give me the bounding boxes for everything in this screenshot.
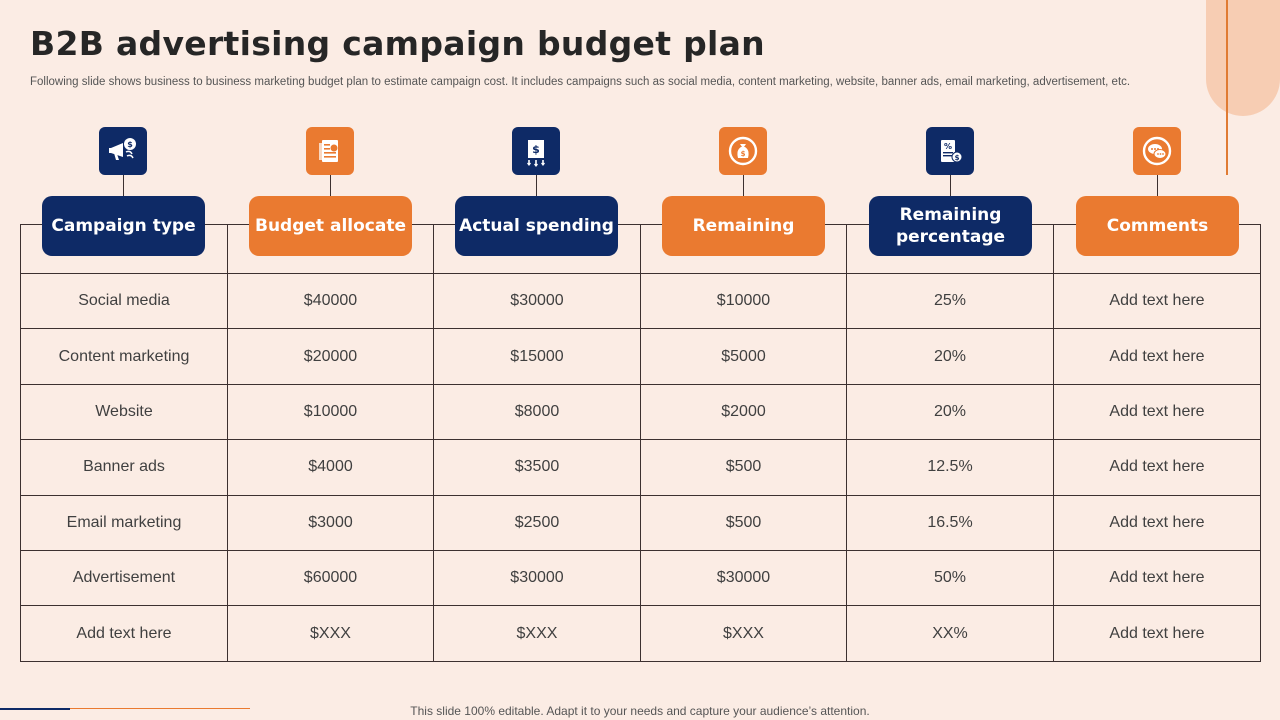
column-header-remaining: $ Remaining [662,124,825,256]
table-cell[interactable]: Add text here [20,605,228,662]
column-label: Campaign type [42,196,205,256]
column-header-remaining-percentage: % $ Remaining percentage [869,124,1032,256]
table-cell: 12.5% [846,439,1054,496]
table-cell: 16.5% [846,494,1054,551]
table-cell: $8000 [433,383,641,441]
table-cell: $30000 [433,272,641,330]
table-cell: Website [20,383,228,441]
svg-text:$: $ [532,143,540,156]
budget-document-icon [306,127,354,175]
table-cell: 20% [846,383,1054,441]
column-label: Remaining [662,196,825,256]
slide-title: B2B advertising campaign budget plan [30,24,765,63]
table-cell: $10000 [227,383,434,441]
table-cell: $5000 [640,328,847,385]
chat-bubble-icon [1133,127,1181,175]
table-cell[interactable]: $XXX [640,605,847,662]
svg-text:$: $ [741,150,746,158]
table-cell: $500 [640,494,847,551]
column-label: Comments [1076,196,1239,256]
percentage-receipt-icon: % $ [926,127,974,175]
svg-text:$: $ [955,154,960,162]
table-cell[interactable]: Add text here [1053,328,1261,385]
column-label: Actual spending [455,196,618,256]
table-cell: $4000 [227,439,434,496]
svg-text:%: % [944,142,952,151]
slide-subtitle: Following slide shows business to busine… [30,76,1131,88]
megaphone-dollar-icon: $ [99,127,147,175]
table-row: Content marketing $20000 $15000 $5000 20… [20,328,1261,385]
table-cell: Content marketing [20,328,228,385]
table-cell: $30000 [640,549,847,607]
footer-accent-line [70,708,250,709]
table-row: Social media $40000 $30000 $10000 25% Ad… [20,272,1261,330]
table-row: Email marketing $3000 $2500 $500 16.5% A… [20,494,1261,551]
table-cell[interactable]: $XXX [433,605,641,662]
table-row: Add text here $XXX $XXX $XXX XX% Add tex… [20,605,1261,662]
table-cell: 50% [846,549,1054,607]
table-cell: $40000 [227,272,434,330]
table-row: Banner ads $4000 $3500 $500 12.5% Add te… [20,439,1261,496]
table-cell: Banner ads [20,439,228,496]
column-label: Budget allocate [249,196,412,256]
table-row: Website $10000 $8000 $2000 20% Add text … [20,383,1261,441]
column-header-campaign-type: $ Campaign type [42,124,205,256]
decorative-pill-shape [1206,0,1280,116]
table-cell[interactable]: $XXX [227,605,434,662]
table-cell: $20000 [227,328,434,385]
table-cell: $3000 [227,494,434,551]
column-header-actual-spending: $ Actual spending [455,124,618,256]
svg-text:$: $ [127,140,133,149]
table-cell: Social media [20,272,228,330]
footer-accent-line [0,708,70,710]
decorative-vertical-line [1226,0,1228,175]
table-cell: $2000 [640,383,847,441]
table-cell: $30000 [433,549,641,607]
money-bag-icon: $ [719,127,767,175]
table-cell: 20% [846,328,1054,385]
table-cell: $15000 [433,328,641,385]
table-cell: $2500 [433,494,641,551]
table-cell: Email marketing [20,494,228,551]
table-cell[interactable]: Add text here [1053,494,1261,551]
table-cell[interactable]: Add text here [1053,549,1261,607]
table-row: Advertisement $60000 $30000 $30000 50% A… [20,549,1261,607]
column-header-budget-allocate: Budget allocate [249,124,412,256]
table-cell[interactable]: Add text here [1053,439,1261,496]
table-cell: $10000 [640,272,847,330]
table-cell[interactable]: Add text here [1053,605,1261,662]
table-cell[interactable]: Add text here [1053,383,1261,441]
table-header-spacer-row [20,224,1261,274]
table-cell[interactable]: XX% [846,605,1054,662]
table-cell[interactable]: Add text here [1053,272,1261,330]
table-cell: $500 [640,439,847,496]
column-label: Remaining percentage [869,196,1032,256]
slide-footer: This slide 100% editable. Adapt it to yo… [410,704,870,718]
table-cell: Advertisement [20,549,228,607]
dollar-spending-icon: $ [512,127,560,175]
table-cell: $60000 [227,549,434,607]
table-cell: 25% [846,272,1054,330]
budget-table: Social media $40000 $30000 $10000 25% Ad… [20,224,1261,662]
column-header-comments: Comments [1076,124,1239,256]
table-cell: $3500 [433,439,641,496]
